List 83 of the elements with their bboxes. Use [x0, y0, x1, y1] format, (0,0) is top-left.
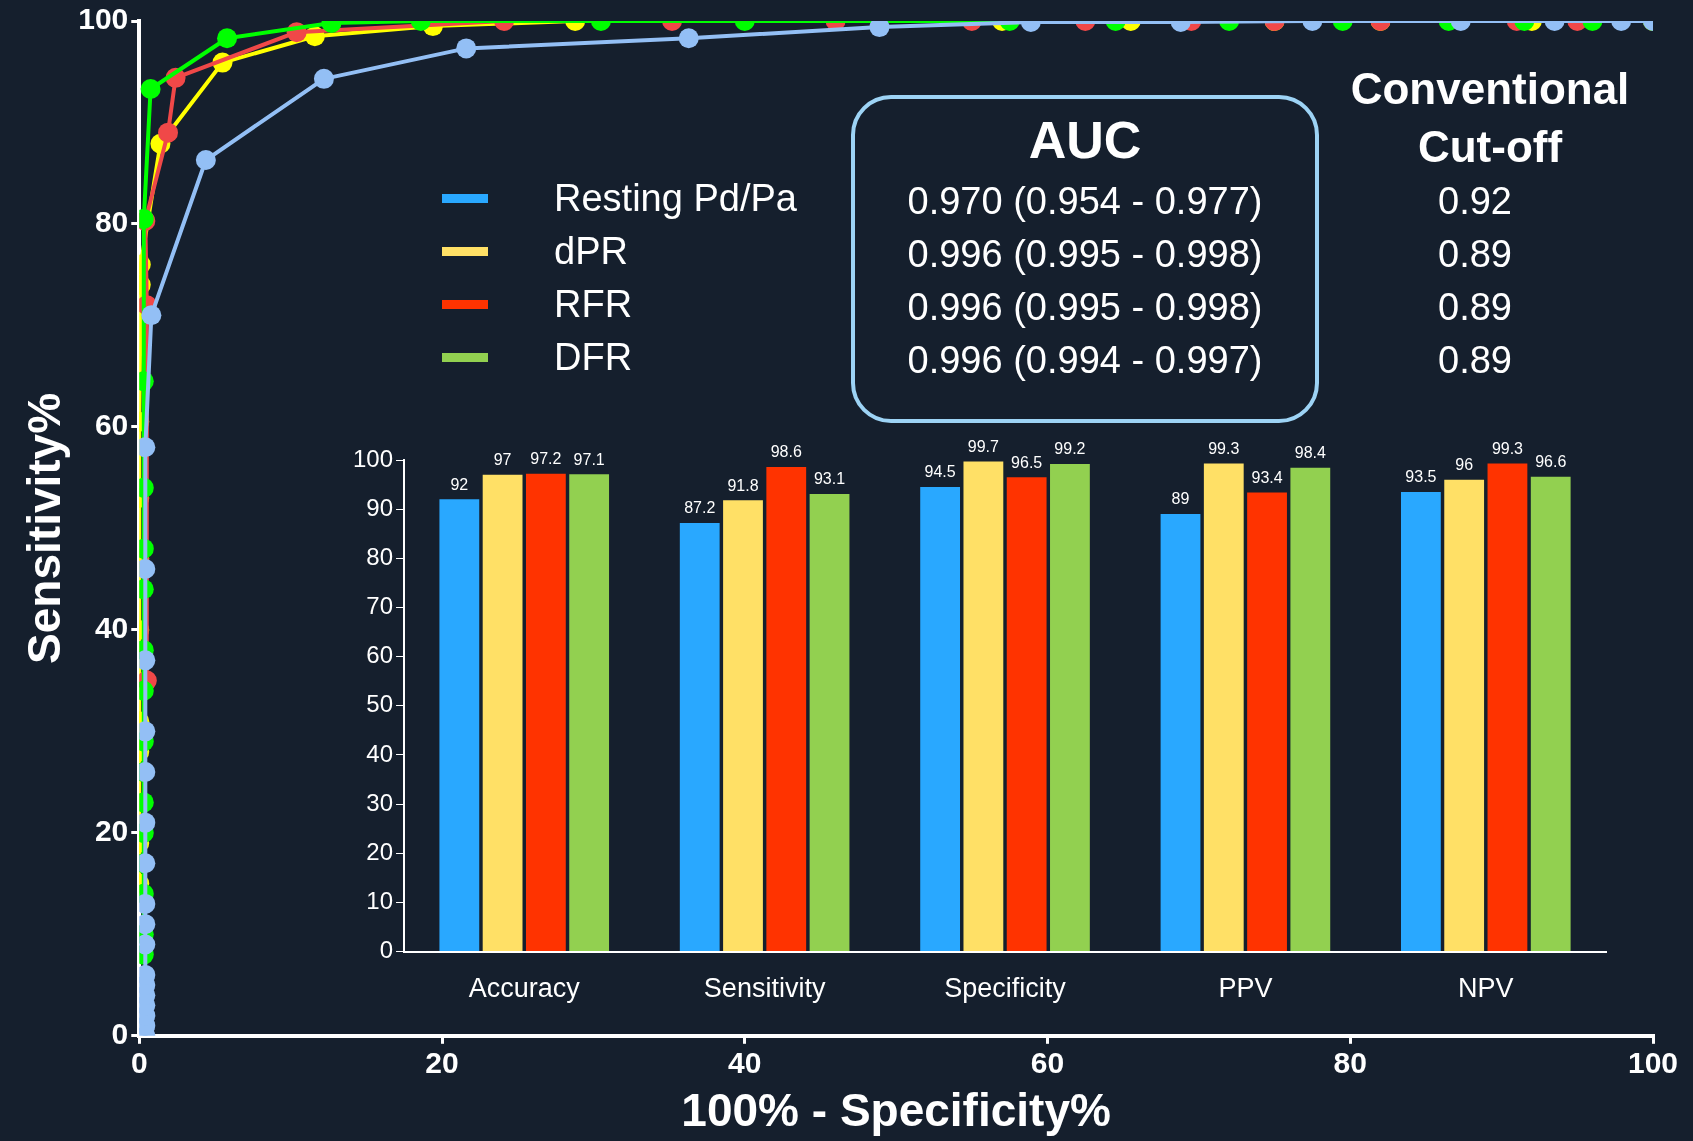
legend-label: dPR	[554, 229, 628, 273]
bar	[1050, 463, 1090, 952]
annotation: Conventional Cut-off	[1349, 63, 1631, 173]
data-label: 99.7	[967, 437, 1000, 455]
y-tick-label: 80	[366, 542, 394, 570]
x-tick-label: 40	[728, 1046, 762, 1080]
data-label: 98.4	[1294, 444, 1326, 462]
x-tick-label: 80	[1333, 1046, 1367, 1080]
bar	[482, 474, 523, 952]
legend-label: DFR	[554, 335, 633, 379]
bar	[1247, 492, 1287, 952]
y-tick-label: 40	[94, 611, 129, 645]
annotation: 0.970 (0.954 - 0.977)	[906, 179, 1264, 223]
x-tick-label: NPV	[1458, 973, 1514, 1004]
annotation: 0.996 (0.994 - 0.997)	[906, 338, 1264, 382]
y-tick-label: 40	[366, 739, 394, 767]
y-tick-label: 60	[366, 641, 394, 669]
x-tick-label: Accuracy	[468, 973, 581, 1004]
y-tick-label: 20	[366, 837, 394, 865]
data-label: 92	[450, 475, 469, 493]
x-tick-label: PPV	[1218, 973, 1273, 1004]
y-tick-label: 0	[111, 1017, 129, 1051]
bar	[679, 522, 720, 952]
x-axis-title: 100% - Specificity%	[681, 1084, 1111, 1137]
y-tick-label: 80	[94, 205, 129, 239]
data-label: 91.8	[727, 476, 759, 494]
data-label: 97.2	[530, 450, 562, 468]
bar	[963, 461, 1004, 952]
y-tick-label: 10	[366, 887, 394, 915]
bar	[766, 466, 807, 952]
data-label: 93.4	[1251, 468, 1283, 486]
annotation: 0.89	[1437, 285, 1513, 329]
y-axis-title: Sensitivity%	[18, 392, 71, 664]
bar	[1444, 479, 1485, 952]
bar	[920, 487, 961, 952]
annotation: 0.92	[1437, 179, 1513, 223]
y-tick-label: 30	[366, 788, 394, 816]
bar	[1400, 491, 1441, 952]
bar	[1203, 463, 1244, 952]
x-tick-label: Specificity	[944, 973, 1067, 1004]
bar	[1006, 477, 1047, 952]
x-tick-label: 100	[1627, 1046, 1679, 1080]
legend-label: RFR	[554, 282, 633, 326]
y-tick-label: 20	[94, 814, 129, 848]
bar	[723, 500, 763, 952]
data-label: 99.3	[1208, 439, 1240, 457]
y-tick-label: 60	[94, 408, 129, 442]
bar	[1290, 467, 1331, 952]
bar	[525, 473, 566, 952]
data-label: 96	[1455, 456, 1474, 474]
x-tick-label: Sensitivity	[703, 973, 826, 1004]
y-tick-label: 50	[366, 690, 394, 718]
annotation: 0.996 (0.995 - 0.998)	[906, 232, 1264, 276]
annotation: 0.996 (0.995 - 0.998)	[906, 285, 1264, 329]
y-tick-label: 90	[366, 493, 394, 521]
annotation: 0.89	[1437, 338, 1513, 382]
data-label: 97.1	[573, 450, 605, 468]
bar	[1530, 476, 1571, 952]
data-label: 94.5	[924, 463, 956, 481]
data-label: 97	[493, 451, 512, 469]
data-label: 89	[1171, 490, 1190, 508]
y-tick-label: 0	[379, 936, 394, 964]
data-label: 99.2	[1054, 440, 1086, 458]
annotation: 0.89	[1437, 232, 1513, 276]
x-tick-label: 20	[425, 1046, 459, 1080]
data-label: 96.6	[1535, 453, 1567, 471]
data-label: 99.3	[1491, 439, 1524, 457]
bar	[569, 474, 610, 952]
bar	[1487, 463, 1528, 952]
bar	[1160, 514, 1201, 952]
data-label: 87.2	[684, 499, 716, 517]
x-tick-label: 60	[1030, 1046, 1065, 1080]
data-label: 96.5	[1011, 453, 1043, 471]
y-tick-label: 100	[78, 2, 129, 36]
y-tick-label: 70	[366, 592, 394, 620]
legend-label: Resting Pd/Pa	[554, 176, 797, 220]
y-tick-label: 100	[353, 444, 394, 472]
data-label: 98.6	[770, 443, 802, 461]
bar	[439, 499, 480, 952]
data-label: 93.5	[1405, 468, 1437, 486]
data-label: 93.1	[813, 470, 846, 488]
annotation: AUC	[1027, 111, 1143, 169]
bar	[809, 493, 850, 952]
